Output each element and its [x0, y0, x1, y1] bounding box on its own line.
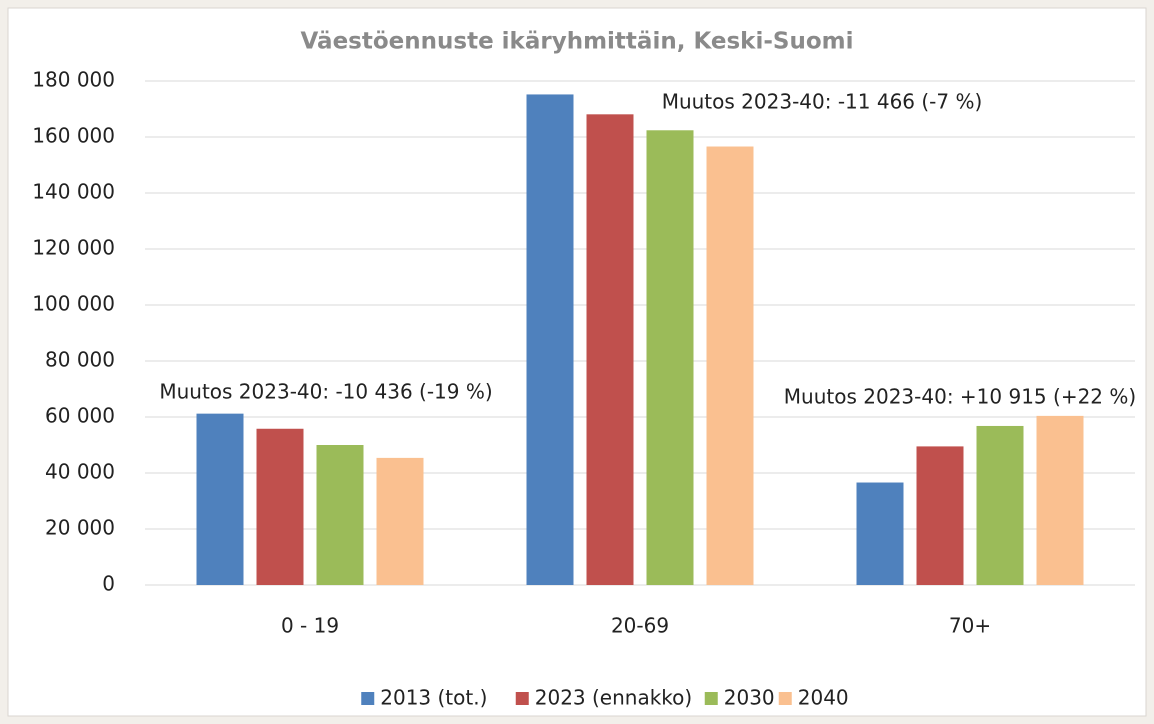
chart-title: Väestöennuste ikäryhmittäin, Keski-Suomi	[301, 29, 854, 55]
bar	[196, 413, 244, 585]
bar	[256, 428, 304, 585]
bar	[706, 146, 754, 585]
legend-label: 2013 (tot.)	[380, 686, 487, 710]
y-tick-label: 180 000	[32, 68, 115, 92]
y-tick-label: 20 000	[45, 516, 115, 540]
legend-swatch	[361, 692, 375, 705]
y-tick-label: 0	[102, 572, 115, 596]
y-tick-label: 120 000	[32, 236, 115, 260]
bar	[916, 446, 964, 585]
y-tick-label: 40 000	[45, 460, 115, 484]
y-tick-label: 140 000	[32, 180, 115, 204]
annotation: Muutos 2023-40: -10 436 (-19 %)	[159, 380, 492, 404]
bar	[646, 130, 694, 585]
legend-swatch	[704, 692, 718, 705]
bar	[526, 94, 574, 585]
legend-label: 2030	[724, 686, 775, 710]
annotation: Muutos 2023-40: +10 915 (+22 %)	[784, 385, 1136, 409]
bar	[856, 482, 904, 585]
legend-swatch	[778, 692, 792, 705]
y-tick-label: 160 000	[32, 124, 115, 148]
x-tick-label: 70+	[949, 614, 991, 638]
bar	[976, 425, 1024, 585]
bar	[1036, 415, 1084, 585]
chart-panel	[7, 7, 1147, 717]
bar	[316, 445, 364, 585]
bar	[586, 114, 634, 585]
legend-label: 2040	[798, 686, 849, 710]
bar	[376, 457, 424, 585]
x-tick-label: 0 - 19	[281, 614, 339, 638]
x-tick-label: 20-69	[611, 614, 669, 638]
y-tick-label: 80 000	[45, 348, 115, 372]
y-tick-label: 60 000	[45, 404, 115, 428]
legend-swatch	[515, 692, 529, 705]
legend-label: 2023 (ennakko)	[535, 686, 692, 710]
y-tick-label: 100 000	[32, 292, 115, 316]
annotation: Muutos 2023-40: -11 466 (-7 %)	[662, 90, 983, 114]
